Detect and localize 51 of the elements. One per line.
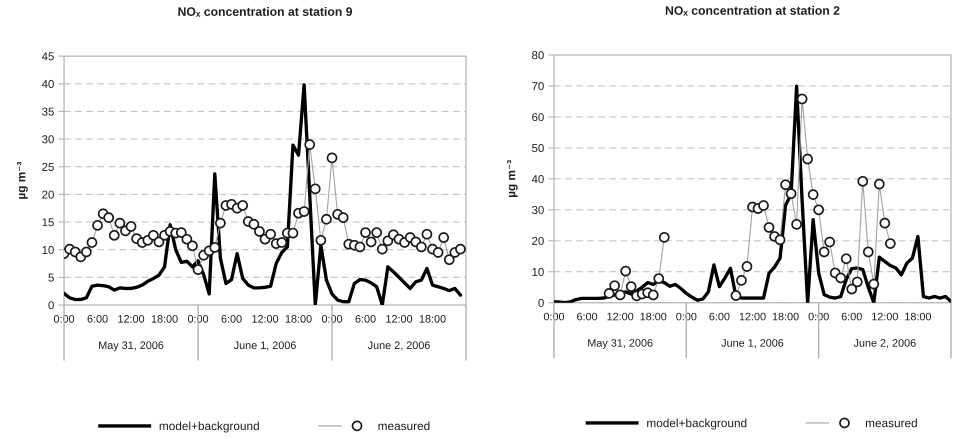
y-tick-label: 40 (42, 80, 54, 88)
legend-label: model+background (160, 421, 259, 432)
legend-label: model+background (647, 418, 746, 430)
x2-tick-label: June 1, 2006 (721, 339, 784, 348)
y-tick-label: 70 (532, 82, 544, 90)
y-tick-label: 15 (42, 218, 54, 226)
x2-tick-label: May 31, 2006 (588, 339, 652, 349)
x-tick-label: 18:00 (420, 315, 446, 323)
x-tick-label: 18:00 (640, 312, 666, 320)
y-tick-label: 20 (532, 236, 544, 246)
x-tick-label: 18:00 (152, 315, 178, 323)
y-tick-label: 50 (532, 144, 544, 152)
x2-tick-label: May 31, 2006 (99, 341, 164, 352)
y-axis-title: µg m⁻³ (17, 162, 28, 199)
x-tick-label: 6:00 (577, 312, 598, 320)
y-axis-title: µg m⁻³ (506, 160, 518, 198)
x-tick-label: 12:00 (872, 312, 898, 320)
y-tick-label: 25 (42, 162, 54, 171)
y-tick-label: 30 (532, 206, 544, 214)
x-tick-label: 12:00 (740, 312, 766, 320)
x-tick-label: 18:00 (772, 312, 799, 320)
y-tick-label: 80 (532, 51, 544, 60)
x-tick-label: 6:00 (222, 315, 242, 323)
y-tick-label: 0 (48, 301, 54, 310)
x-tick-label: 6:00 (842, 312, 862, 320)
y-tick-label: 35 (42, 108, 54, 116)
x2-tick-label: June 2, 2006 (854, 339, 916, 348)
x-tick-label: 6:00 (88, 315, 108, 323)
y-tick-label: 10 (42, 246, 54, 254)
x-tick-label: 6:00 (709, 312, 730, 320)
x-tick-label: 12:00 (252, 315, 278, 323)
y-tick-label: 40 (532, 175, 544, 184)
legend-label: measured (378, 421, 430, 430)
y-tick-label: 10 (532, 268, 544, 276)
y-tick-label: 60 (532, 113, 544, 122)
x-tick-label: 18:00 (905, 312, 932, 320)
chart-title: NOₓ concentration at station 2 (666, 6, 840, 16)
x2-tick-label: June 2, 2006 (368, 341, 430, 350)
legend-label: measured (866, 418, 917, 428)
y-tick-label: 5 (48, 274, 54, 282)
x2-tick-label: June 1, 2006 (234, 341, 296, 350)
y-tick-label: 45 (42, 52, 54, 60)
x-tick-label: 6:00 (356, 315, 376, 323)
y-tick-label: 30 (42, 135, 54, 144)
x-tick-label: 12:00 (607, 312, 634, 320)
x-tick-label: 18:00 (286, 315, 312, 323)
x-tick-label: 12:00 (118, 315, 144, 323)
x-tick-label: 12:00 (386, 315, 412, 323)
y-tick-label: 20 (42, 190, 54, 199)
y-tick-label: 0 (538, 298, 544, 307)
chart-title: NOₓ concentration at station 9 (178, 6, 352, 17)
